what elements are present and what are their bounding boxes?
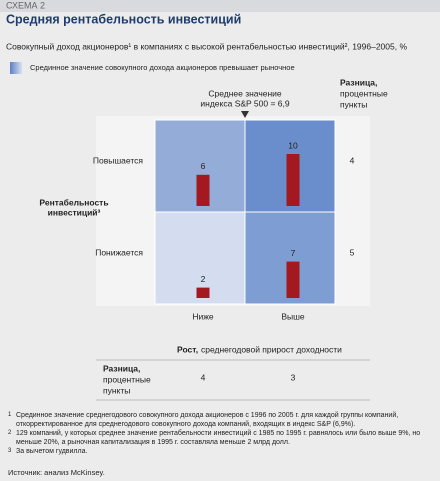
bar xyxy=(196,174,210,206)
header-label: СХЕМА 2 xyxy=(6,0,45,10)
bar xyxy=(286,154,300,206)
bar xyxy=(286,261,300,298)
value-label: 10 xyxy=(288,140,298,150)
value-label: 2 xyxy=(201,274,206,284)
value-label: 6 xyxy=(201,161,206,171)
column-label: Выше xyxy=(281,311,305,321)
column-axis-label: среднегодовой прирост доходности xyxy=(201,344,342,354)
row-label: Повышается xyxy=(93,155,144,165)
annotation: индекса S&P 500 = 6,9 xyxy=(200,98,289,108)
difference-label: Разница, xyxy=(340,77,377,87)
header-strip xyxy=(0,0,440,12)
difference-label: процентные xyxy=(103,374,151,384)
row-difference: 5 xyxy=(350,247,355,257)
footnote-text: За вычетом гудвилла. xyxy=(16,448,88,455)
source: Источник: анализ McKinsey. xyxy=(8,468,105,477)
divider-marker xyxy=(241,111,249,118)
difference-label: Разница, xyxy=(103,363,140,373)
difference-label: пункты xyxy=(340,99,367,109)
footnote-text: 129 компаний, у которых среднее значение… xyxy=(16,430,421,446)
row-label: Понижается xyxy=(95,247,143,257)
difference-label: процентные xyxy=(340,88,388,98)
footnote: 3 За вычетом гудвилла. xyxy=(8,448,436,457)
difference-label: пункты xyxy=(103,385,130,395)
row-axis-label: инвестиций³ xyxy=(48,207,101,217)
row-axis-label: Рентабельность xyxy=(39,197,108,207)
legend-text: Срединное значение совокупного дохода ак… xyxy=(30,63,295,72)
legend-swatch xyxy=(10,62,22,74)
row-difference: 4 xyxy=(350,155,355,165)
footnote-text: Срединное значение среднегодового совоку… xyxy=(16,412,399,428)
column-difference: 4 xyxy=(201,372,206,382)
footnote: 1 Срединное значение среднегодового совок… xyxy=(8,412,436,429)
column-label: Ниже xyxy=(192,311,214,321)
footnote-number: 1 xyxy=(8,412,12,418)
annotation: Среднее значение xyxy=(208,88,282,98)
footnote-number: 2 xyxy=(8,430,12,436)
column-axis-label: Рост, xyxy=(177,344,198,354)
footnote-number: 3 xyxy=(8,448,12,454)
value-label: 7 xyxy=(291,248,296,258)
footnote: 2 129 компаний, у которых среднее значени… xyxy=(8,430,436,447)
column-difference: 3 xyxy=(291,372,296,382)
bar xyxy=(196,287,210,298)
title: Средняя рентабельность инвестиций xyxy=(6,12,241,26)
subtitle: Совокупный доход акционеров¹ в компаниях… xyxy=(6,41,407,51)
